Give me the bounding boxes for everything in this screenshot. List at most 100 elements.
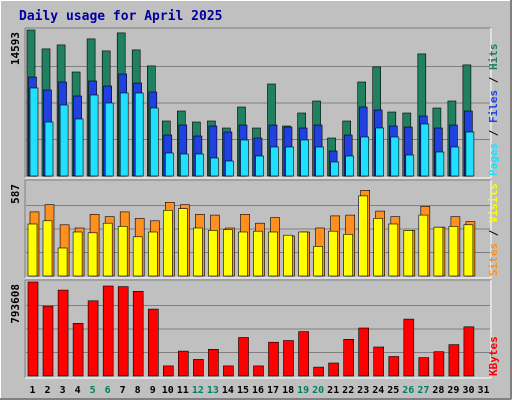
bar-pages-day-30 xyxy=(465,131,475,177)
legend: KBytes xyxy=(487,336,500,376)
y-max-label: 793608 xyxy=(9,284,22,324)
bar-pages-day-11 xyxy=(180,153,189,177)
bar-visits-day-1 xyxy=(27,223,38,277)
bar-kbytes-day-30 xyxy=(463,326,475,377)
day-label-14: 14 xyxy=(222,385,234,396)
day-label-1: 1 xyxy=(29,385,35,396)
bar-kbytes-day-17 xyxy=(268,341,279,377)
bar-kbytes-day-12 xyxy=(193,359,204,377)
bar-kbytes-day-19 xyxy=(298,331,309,377)
legend-hits: Hits xyxy=(487,44,500,71)
legend-separator: / xyxy=(487,223,500,243)
legend: Pages / Files / Hits xyxy=(487,44,500,177)
bar-kbytes-day-5 xyxy=(87,300,99,377)
bar-kbytes-day-7 xyxy=(117,286,129,377)
bar-visits-day-2 xyxy=(42,220,53,277)
day-label-7: 7 xyxy=(120,385,126,396)
bar-visits-day-9 xyxy=(148,231,158,277)
bar-kbytes-day-22 xyxy=(343,338,355,377)
legend-files: Files xyxy=(487,90,500,123)
bar-visits-day-30 xyxy=(463,224,474,277)
bar-pages-day-23 xyxy=(360,136,370,177)
day-label-8: 8 xyxy=(135,385,141,396)
bar-pages-day-2 xyxy=(44,121,54,177)
legend-kbytes: KBytes xyxy=(487,336,500,376)
bar-kbytes-day-18 xyxy=(283,340,294,377)
day-label-23: 23 xyxy=(357,385,369,396)
day-label-11: 11 xyxy=(177,385,189,396)
bar-kbytes-day-8 xyxy=(132,290,144,377)
bar-visits-day-27 xyxy=(418,214,429,277)
bar-pages-day-21 xyxy=(330,161,339,177)
day-label-19: 19 xyxy=(297,385,309,396)
bar-visits-day-3 xyxy=(57,247,68,277)
bar-kbytes-day-16 xyxy=(253,365,264,377)
bar-visits-day-24 xyxy=(373,218,384,277)
bar-visits-day-6 xyxy=(102,222,113,277)
bar-pages-day-12 xyxy=(195,153,204,177)
panel-kbytes: 793608 KBytes xyxy=(9,279,500,379)
bar-visits-day-19 xyxy=(298,231,308,277)
day-label-5: 5 xyxy=(90,385,96,396)
bar-visits-day-22 xyxy=(343,234,354,277)
bar-pages-day-14 xyxy=(225,160,234,177)
bar-visits-day-23 xyxy=(358,195,369,277)
day-label-15: 15 xyxy=(237,385,249,396)
day-label-24: 24 xyxy=(372,385,384,396)
day-label-26: 26 xyxy=(402,385,414,396)
day-label-27: 27 xyxy=(417,385,429,396)
legend-pages: Pages xyxy=(487,143,500,176)
bar-kbytes-day-6 xyxy=(102,285,114,377)
bar-pages-day-10 xyxy=(165,152,174,177)
bar-kbytes-day-2 xyxy=(42,305,54,377)
bar-pages-day-15 xyxy=(240,139,249,177)
bar-pages-day-3 xyxy=(59,104,69,177)
bar-pages-day-8 xyxy=(134,92,144,177)
bar-visits-day-4 xyxy=(72,231,83,277)
bar-kbytes-day-11 xyxy=(178,350,189,377)
bar-kbytes-day-20 xyxy=(313,366,324,377)
day-label-29: 29 xyxy=(447,385,459,396)
panel-visits-sites: 587 Sites / Visits xyxy=(9,179,500,279)
legend-separator: / xyxy=(487,70,500,90)
day-label-12: 12 xyxy=(192,385,204,396)
bar-pages-day-6 xyxy=(104,102,114,177)
day-label-10: 10 xyxy=(162,385,174,396)
bar-kbytes-day-26 xyxy=(403,318,415,377)
day-label-9: 9 xyxy=(150,385,156,396)
bar-pages-day-20 xyxy=(315,146,324,177)
day-label-4: 4 xyxy=(75,385,81,396)
day-label-30: 30 xyxy=(462,385,474,396)
bar-pages-day-29 xyxy=(450,146,460,177)
bar-pages-day-5 xyxy=(89,94,99,177)
day-label-17: 17 xyxy=(267,385,279,396)
bar-pages-day-13 xyxy=(210,157,219,177)
bar-kbytes-day-21 xyxy=(328,362,339,377)
day-label-28: 28 xyxy=(432,385,444,396)
bar-visits-day-21 xyxy=(328,230,338,277)
day-labels: 1 2 3 4 5 6 7 8 9 10 11 12 13 14 15 16 17 18 19 20 21 22 23 24 2… xyxy=(29,385,489,396)
bar-pages-day-28 xyxy=(435,151,445,177)
panel-hits-files-pages: 14593 Pages / Files / Hits xyxy=(9,27,500,179)
bar-visits-day-17 xyxy=(268,231,278,277)
bar-visits-day-7 xyxy=(117,226,128,277)
bar-kbytes-day-14 xyxy=(223,365,234,377)
bar-pages-day-16 xyxy=(255,155,264,177)
bar-kbytes-day-1 xyxy=(27,281,39,377)
bar-visits-day-10 xyxy=(163,210,173,277)
legend: Sites / Visits xyxy=(487,183,500,276)
bar-pages-day-18 xyxy=(285,146,294,177)
day-label-13: 13 xyxy=(207,385,219,396)
panels: 14593 Pages / Files / Hits 587 Sites / Visi… xyxy=(9,27,500,379)
bar-visits-day-18 xyxy=(283,234,293,277)
bar-visits-day-29 xyxy=(448,226,459,277)
day-label-2: 2 xyxy=(44,385,50,396)
bar-visits-day-25 xyxy=(388,223,399,277)
day-label-22: 22 xyxy=(342,385,354,396)
bar-kbytes-day-3 xyxy=(57,289,69,377)
y-max-label: 587 xyxy=(9,184,22,204)
bar-visits-day-16 xyxy=(253,230,263,277)
bar-kbytes-day-27 xyxy=(418,357,430,377)
bar-visits-day-11 xyxy=(178,208,188,277)
bar-visits-day-12 xyxy=(193,227,203,277)
